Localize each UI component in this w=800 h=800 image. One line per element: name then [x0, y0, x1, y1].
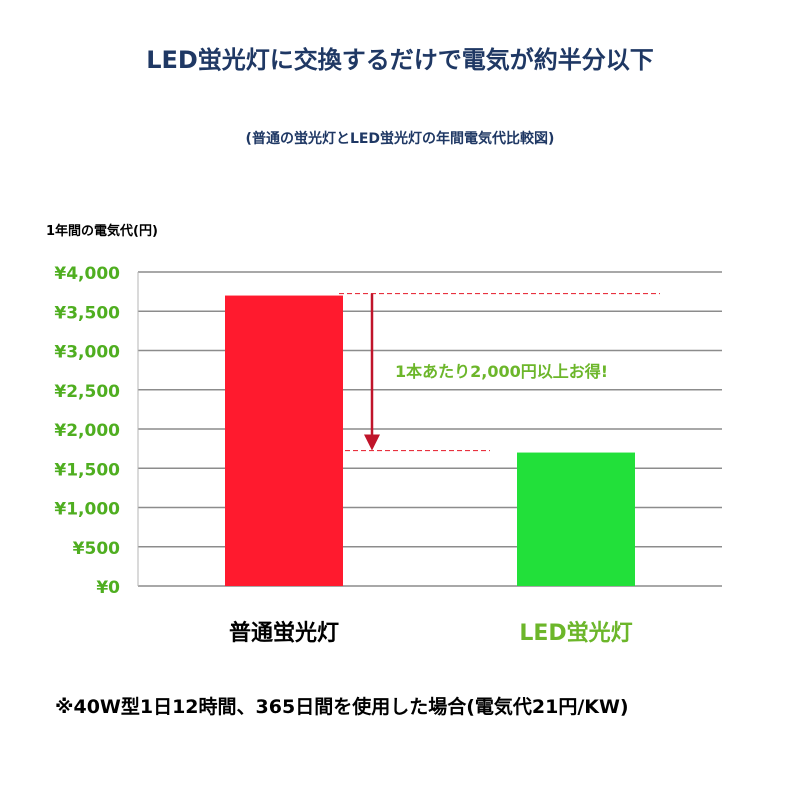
- savings-annotation: 1本あたり2,000円以上お得!: [395, 362, 608, 381]
- x-category-label: 普通蛍光灯: [229, 620, 339, 646]
- arrow-head-icon: [364, 434, 380, 451]
- y-tick-label: ¥3,000: [54, 343, 120, 363]
- y-tick-label: ¥500: [73, 539, 120, 559]
- bar-led: [517, 452, 635, 586]
- y-tick-label: ¥1,000: [54, 500, 120, 520]
- bar-chart: 1年間の電気代(円) ¥0 ¥500 ¥1,000 ¥1,500 ¥2,000 ¥2,500…: [46, 223, 722, 646]
- y-tick-label: ¥0: [96, 578, 120, 598]
- y-axis-label: 1年間の電気代(円): [46, 223, 158, 239]
- footnote: ※40W型1日12時間、365日間を使用した場合(電気代21円/KW): [55, 696, 629, 718]
- y-tick-label: ¥2,000: [54, 421, 120, 441]
- y-tick-label: ¥4,000: [54, 264, 120, 284]
- page-subtitle: (普通の蛍光灯とLED蛍光灯の年間電気代比較図): [245, 131, 555, 147]
- y-tick-label: ¥3,500: [54, 303, 120, 323]
- page-title: LED蛍光灯に交換するだけで電気が約半分以下: [146, 46, 654, 74]
- bar-fluorescent: [225, 295, 343, 586]
- y-tick-label: ¥2,500: [54, 382, 120, 402]
- y-tick-label: ¥1,500: [54, 460, 120, 480]
- x-category-label: LED蛍光灯: [519, 620, 632, 646]
